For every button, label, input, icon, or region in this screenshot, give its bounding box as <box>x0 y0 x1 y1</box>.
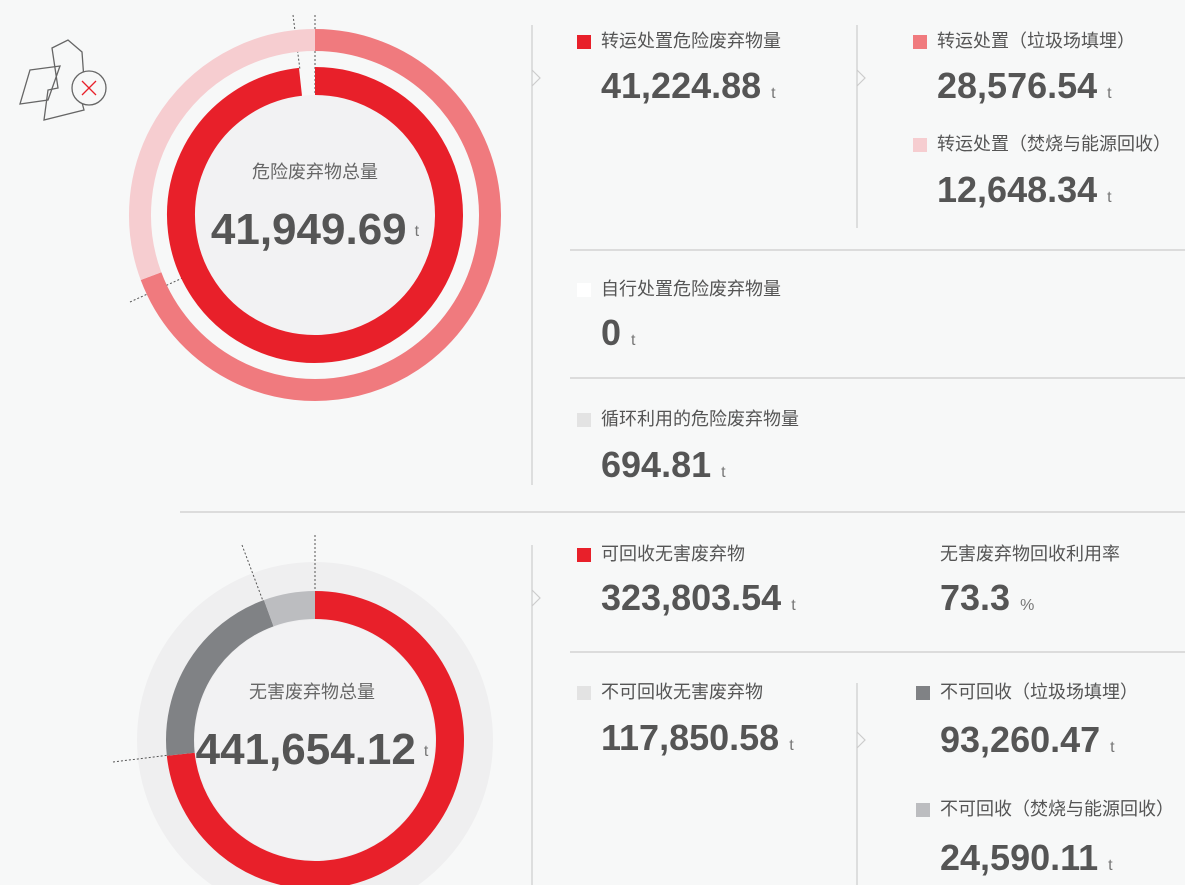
total-label: 无害废弃物总量 <box>249 682 375 702</box>
item-label: 可回收无害废弃物 <box>601 544 745 564</box>
donut-center <box>195 95 435 335</box>
total-unit: t <box>415 223 420 240</box>
item-number: 93,260.47 <box>940 719 1100 760</box>
item-label: 转运处置（垃圾场填埋） <box>937 31 1135 51</box>
item-unit: % <box>1020 597 1034 614</box>
item-number: 28,576.54 <box>937 65 1097 106</box>
total-number: 441,654.12 <box>196 725 416 774</box>
legend-swatch <box>577 548 591 562</box>
total-number: 41,949.69 <box>211 205 407 254</box>
item-label: 自行处置危险废弃物量 <box>601 279 781 299</box>
donut-center <box>195 620 435 860</box>
item-unit: t <box>1108 857 1113 874</box>
legend-swatch <box>577 35 591 49</box>
item-value: 28,576.54 t <box>937 65 1112 106</box>
total-value: 41,949.69 t <box>211 205 420 254</box>
item-unit: t <box>791 597 796 614</box>
item-number: 694.81 <box>601 444 711 485</box>
item-number: 24,590.11 <box>940 837 1098 878</box>
item-number: 41,224.88 <box>601 65 761 106</box>
item-number: 12,648.34 <box>937 169 1097 210</box>
legend-swatch <box>577 686 591 700</box>
item-label: 无害废弃物回收利用率 <box>940 544 1120 564</box>
legend-swatch <box>913 138 927 152</box>
item-unit: t <box>771 85 776 102</box>
item-label: 不可回收无害废弃物 <box>601 682 763 702</box>
total-label: 危险废弃物总量 <box>252 162 378 182</box>
donut-segment <box>166 600 274 756</box>
item-number: 323,803.54 <box>601 577 781 618</box>
item-value: 694.81 t <box>601 444 726 485</box>
legend-swatch <box>577 283 591 297</box>
item-value: 93,260.47 t <box>940 719 1115 760</box>
item-label: 循环利用的危险废弃物量 <box>601 409 799 429</box>
legend-swatch <box>916 803 930 817</box>
item-value: 12,648.34 t <box>937 169 1112 210</box>
donut-segment <box>166 591 464 885</box>
item-unit: t <box>1107 189 1112 206</box>
donut-segment <box>263 591 316 627</box>
item-number: 117,850.58 <box>601 717 779 758</box>
item-unit: t <box>1107 85 1112 102</box>
item-label: 转运处置危险废弃物量 <box>601 31 781 51</box>
item-number: 73.3 <box>940 577 1010 618</box>
item-value: 117,850.58 t <box>601 717 794 758</box>
donut-segment <box>167 67 463 363</box>
item-unit: t <box>789 737 794 754</box>
total-unit: t <box>424 743 429 760</box>
layout-lines <box>180 25 1185 885</box>
item-label: 不可回收（焚烧与能源回收） <box>940 799 1174 819</box>
item-value: 323,803.54 t <box>601 577 796 618</box>
item-label: 不可回收（垃圾场填埋） <box>940 682 1138 702</box>
total-value: 441,654.12 t <box>196 725 429 774</box>
donut-segment <box>140 29 501 401</box>
legend-swatch <box>916 686 930 700</box>
item-value: 24,590.11 t <box>940 837 1113 878</box>
item-unit: t <box>721 464 726 481</box>
item-value: 41,224.88 t <box>601 65 776 106</box>
legend-swatch <box>577 413 591 427</box>
item-unit: t <box>631 332 636 349</box>
donut-segment <box>129 29 316 280</box>
item-label: 转运处置（焚烧与能源回收） <box>937 134 1171 154</box>
item-unit: t <box>1110 739 1115 756</box>
icon <box>19 39 107 121</box>
item-value: 73.3% <box>940 577 1034 618</box>
item-number: 0 <box>601 312 621 353</box>
legend-swatch <box>913 35 927 49</box>
